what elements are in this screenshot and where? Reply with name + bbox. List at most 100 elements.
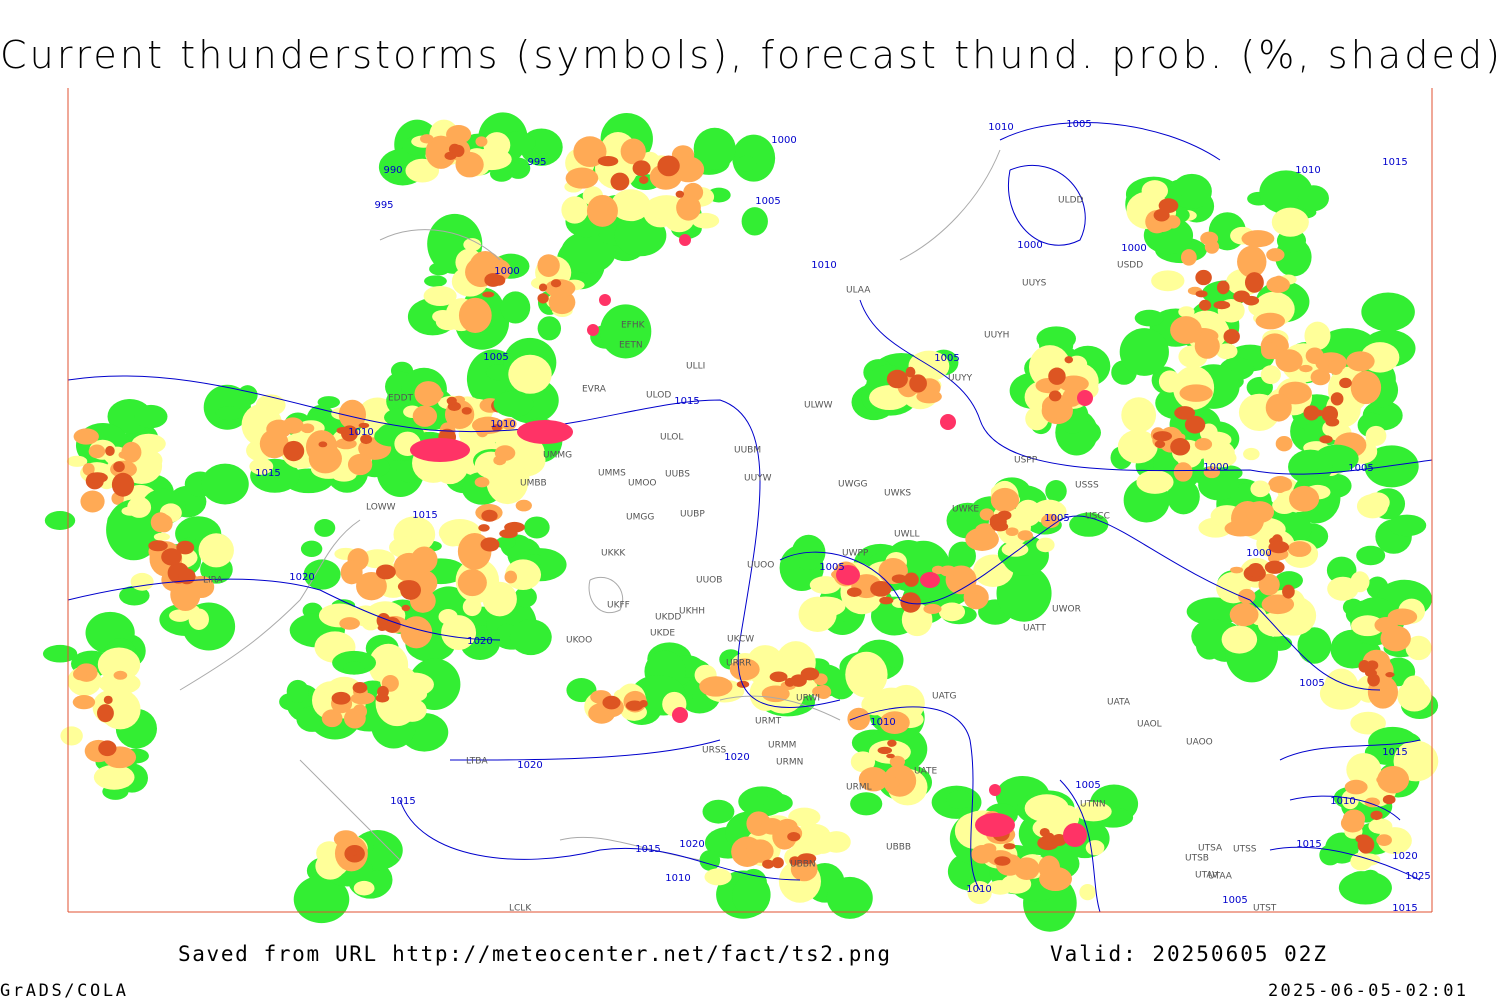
shaded-cell	[798, 596, 837, 633]
shaded-cell	[732, 875, 771, 917]
isobar-label: 1000	[1017, 240, 1042, 251]
shaded-cell	[1304, 321, 1331, 351]
shaded-cell	[111, 472, 135, 497]
station-label: UTAV	[1195, 871, 1219, 881]
shaded-cell	[504, 570, 518, 584]
shaded-cell	[1136, 470, 1174, 494]
shaded-cell	[850, 792, 883, 816]
shaded-cell	[1216, 280, 1230, 295]
shaded-cell	[481, 509, 498, 522]
shaded-cell	[383, 617, 401, 633]
shaded-cell	[1376, 775, 1391, 785]
shaded-cell	[1299, 364, 1313, 373]
shaded-cell	[1356, 545, 1386, 566]
shaded-cell	[1237, 245, 1267, 278]
shaded-cell	[486, 459, 529, 505]
shaded-cell	[1141, 180, 1169, 202]
shaded-cell	[423, 285, 457, 307]
station-label: UUBS	[665, 470, 690, 480]
station-label: UWKE	[952, 505, 979, 515]
station-label: UKFF	[607, 601, 630, 611]
shaded-cell	[938, 602, 966, 622]
storm-symbol	[517, 420, 573, 444]
shaded-cell	[1243, 295, 1260, 306]
shaded-cell	[948, 541, 976, 571]
shaded-cell	[1266, 248, 1285, 262]
shaded-cell	[769, 671, 788, 683]
shaded-cell	[1230, 566, 1244, 574]
shaded-cell	[996, 520, 1007, 526]
shaded-cell	[500, 291, 531, 324]
shaded-cell	[1198, 299, 1212, 311]
shaded-cell	[1385, 672, 1395, 678]
shaded-cell	[560, 231, 616, 274]
isobar-label: 1025	[1405, 871, 1430, 882]
shaded-cell	[1003, 843, 1016, 850]
isobar-label: 1015	[674, 396, 699, 407]
shaded-cell	[1351, 615, 1385, 637]
isobar-label: 1015	[1382, 747, 1407, 758]
shaded-cell	[1297, 627, 1332, 664]
shaded-cell	[343, 708, 366, 729]
shaded-cell	[1260, 365, 1281, 385]
shaded-cell	[1238, 588, 1256, 604]
shaded-cell	[1045, 832, 1055, 843]
shaded-cell	[360, 434, 373, 445]
storm-symbol	[836, 565, 860, 585]
shaded-cell	[105, 445, 115, 456]
shaded-cell	[1261, 342, 1279, 360]
shaded-cell	[60, 726, 83, 746]
isobar-label: 1005	[1222, 895, 1247, 906]
shaded-cell	[625, 700, 644, 711]
isobar-label: 1020	[679, 839, 704, 850]
shaded-cell	[414, 381, 443, 407]
shaded-cell	[347, 453, 373, 476]
shaded-cell	[1405, 635, 1432, 661]
storm-symbol	[1063, 823, 1087, 847]
shaded-cell	[1361, 292, 1415, 332]
station-label: EVRA	[582, 385, 607, 395]
shaded-cell	[1339, 377, 1352, 389]
station-label: UWPP	[842, 549, 869, 559]
isobar-label: 1010	[966, 884, 991, 895]
probability-shading	[42, 112, 1439, 932]
isobar-label: 1010	[665, 873, 690, 884]
shaded-cell	[1170, 438, 1191, 456]
station-label: UAOO	[1186, 738, 1213, 748]
shaded-cell	[249, 458, 274, 475]
valid-time: Valid: 20250605 02Z	[1050, 942, 1326, 966]
shaded-cell	[1297, 185, 1329, 212]
shaded-cell	[331, 468, 357, 482]
isobar-label: 1010	[870, 717, 895, 728]
isobar-label: 1000	[494, 266, 519, 277]
shaded-cell	[877, 746, 893, 755]
shaded-cell	[620, 138, 646, 165]
shaded-cell	[1194, 438, 1213, 451]
isobar-label: 1005	[1066, 119, 1091, 130]
shaded-cell	[119, 585, 150, 606]
isobar	[779, 515, 1381, 691]
shaded-cell	[1134, 309, 1164, 327]
shaded-cell	[699, 849, 721, 871]
shaded-cell	[308, 443, 342, 474]
shaded-cell	[1245, 501, 1275, 523]
station-label: UUYW	[744, 474, 772, 484]
isobar-label: 1005	[483, 352, 508, 363]
shaded-cell	[411, 546, 438, 573]
shaded-cell	[945, 790, 973, 809]
isobar	[849, 706, 1101, 913]
isobar-label: 1015	[390, 796, 415, 807]
station-label: URMT	[755, 717, 782, 727]
shaded-cell	[1180, 249, 1197, 266]
shaded-cell	[812, 685, 831, 698]
shaded-cell	[73, 428, 99, 445]
station-label: UAOL	[1137, 720, 1162, 730]
shaded-cell	[1117, 429, 1158, 464]
shaded-cell	[103, 695, 113, 705]
isobar-label: 1005	[819, 562, 844, 573]
shaded-cell	[1319, 677, 1363, 710]
shaded-cell	[1271, 207, 1309, 237]
isobar	[67, 578, 801, 881]
shaded-cell	[1340, 813, 1365, 833]
